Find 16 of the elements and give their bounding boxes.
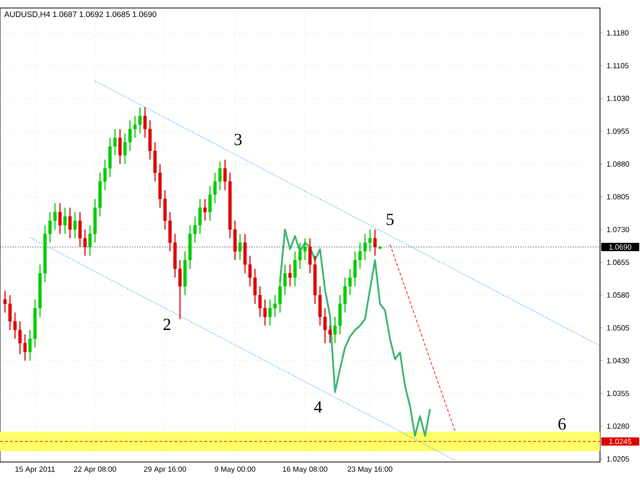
annotation: 4 [314,401,322,413]
candlestick [63,207,67,234]
candlestick [288,264,292,287]
candlestick [373,228,377,256]
line-series [279,228,431,437]
annotation: 3 [234,134,242,146]
annotation: 6 [558,418,566,430]
annotation: 2 [164,318,170,330]
candlestick [118,128,122,165]
candlestick [238,233,242,261]
candlestick [203,198,207,222]
annotation: 5 [386,214,394,226]
line-series [390,244,456,432]
candlestick [58,202,62,234]
candlestick [68,207,72,239]
candlestick [73,212,77,239]
